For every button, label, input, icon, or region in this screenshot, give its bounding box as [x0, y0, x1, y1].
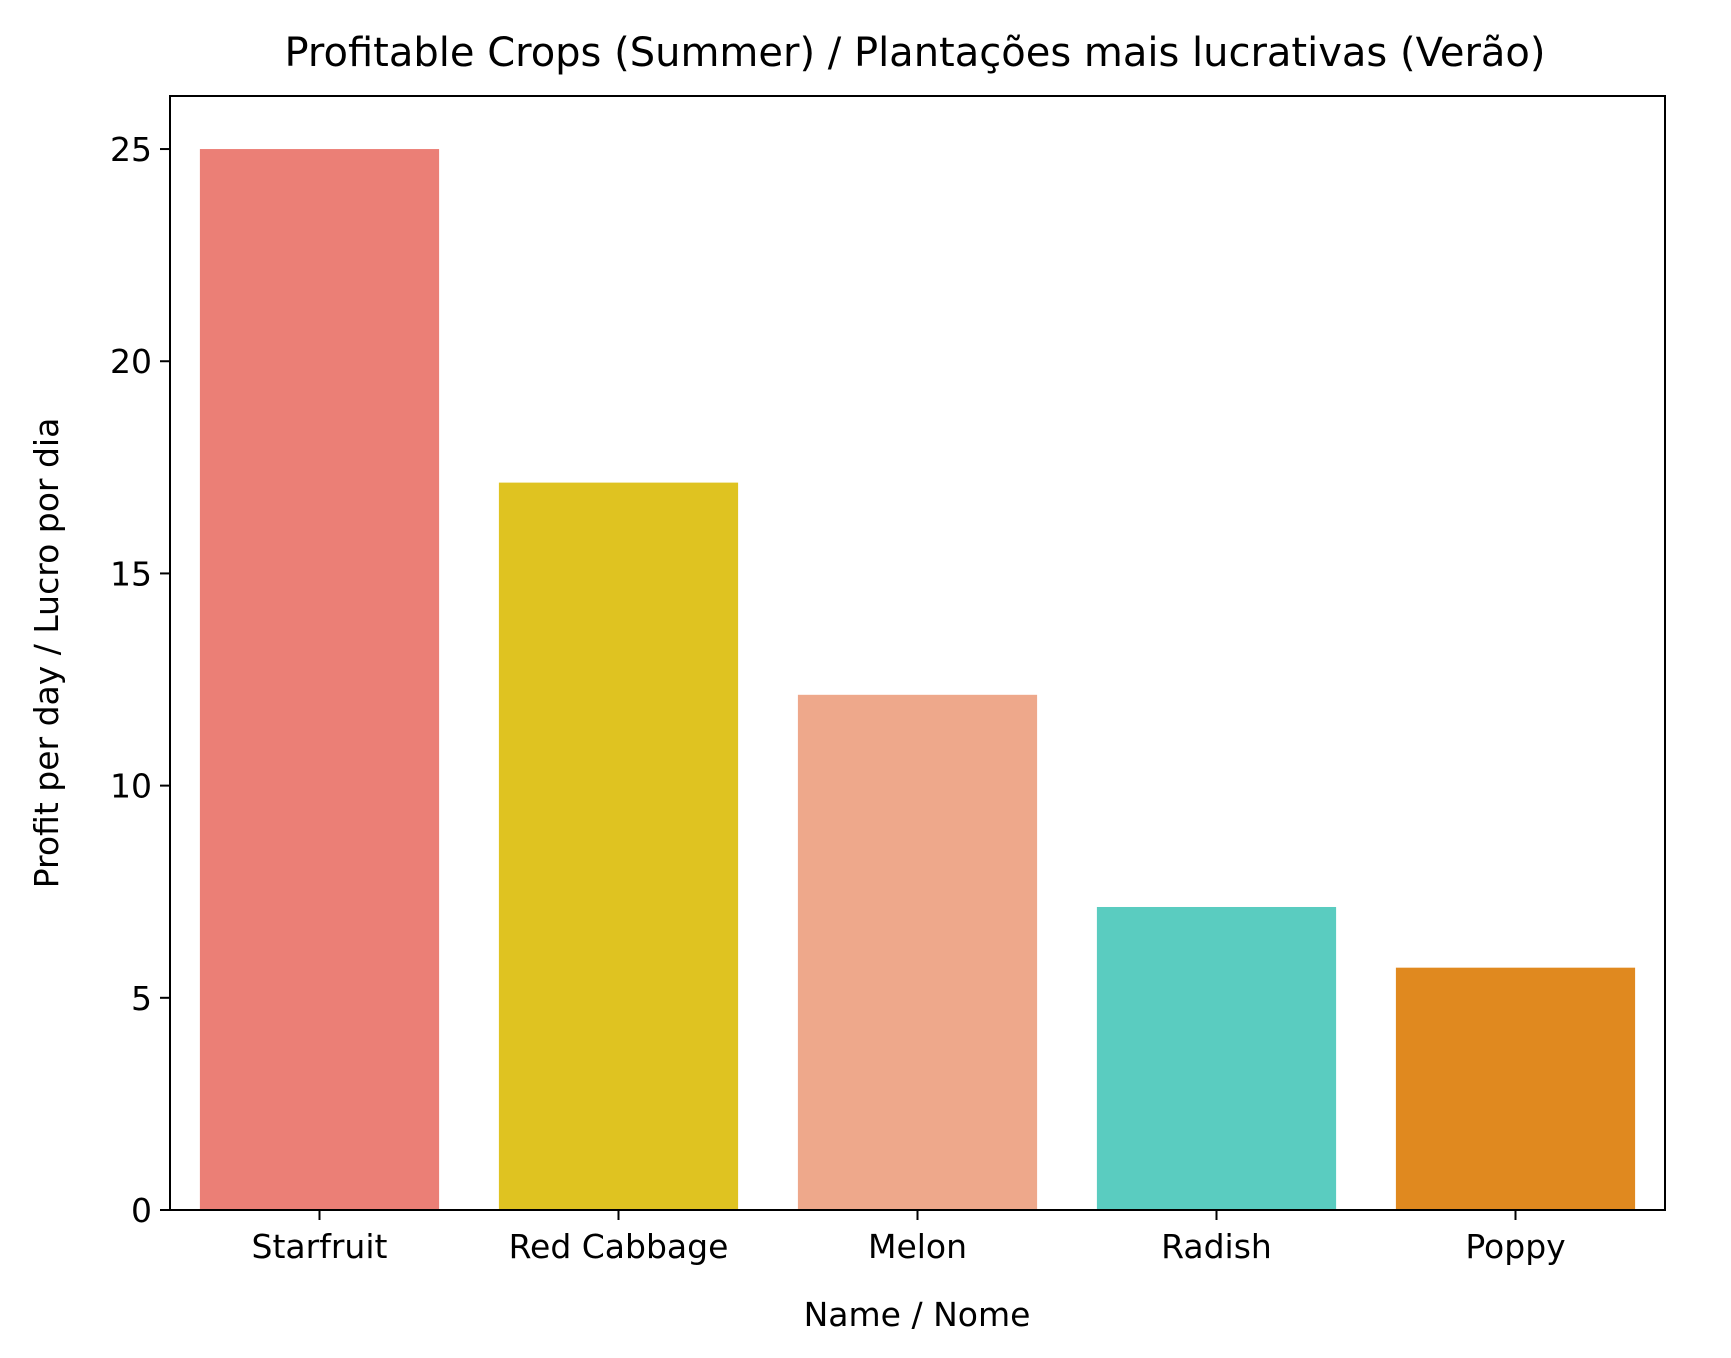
bar-poppy — [1395, 967, 1636, 1210]
bar-radish — [1096, 906, 1337, 1210]
y-tick-label: 25 — [110, 130, 152, 169]
x-tick-label: Starfruit — [252, 1227, 388, 1266]
x-tick-label: Melon — [868, 1227, 967, 1266]
bar-red-cabbage — [498, 482, 739, 1210]
y-tick-label: 20 — [110, 342, 152, 381]
x-tick-label: Radish — [1161, 1227, 1272, 1266]
y-tick-label: 10 — [110, 767, 152, 806]
x-axis-ticks: Starfruit Red Cabbage Melon Radish Poppy — [252, 1210, 1566, 1266]
x-axis-label: Name / Nome — [804, 1295, 1031, 1334]
y-axis-label: Profit per day / Lucro por dia — [27, 418, 66, 889]
x-tick-label: Red Cabbage — [509, 1227, 729, 1266]
x-tick-label: Poppy — [1465, 1227, 1565, 1266]
y-axis-ticks: 0 5 10 15 20 25 — [110, 130, 170, 1230]
chart-title: Profitable Crops (Summer) / Plantações m… — [285, 30, 1546, 76]
bar-melon — [797, 694, 1038, 1210]
plot-area-frame — [169, 95, 1666, 1211]
y-tick-label: 0 — [131, 1191, 152, 1230]
bars-group — [199, 149, 1636, 1211]
bar-starfruit — [199, 149, 440, 1211]
y-tick-label: 15 — [110, 554, 152, 593]
y-tick-label: 5 — [131, 979, 152, 1018]
